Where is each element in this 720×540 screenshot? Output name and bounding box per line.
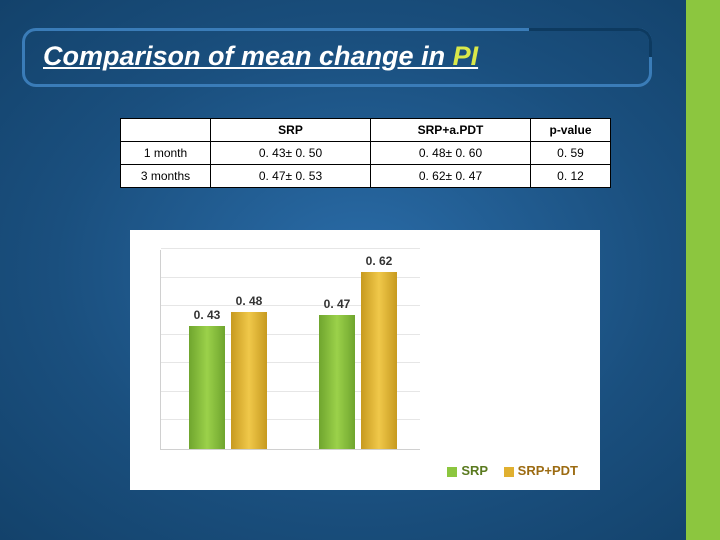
bar-srp: [319, 315, 355, 449]
accent-bar: [686, 0, 720, 540]
title-container: Comparison of mean change in PI: [22, 28, 652, 87]
legend-swatch-srp: [447, 467, 457, 477]
bar-srp: [189, 326, 225, 449]
chart-legend: SRP SRP+PDT: [435, 463, 578, 478]
row-label: 3 months: [121, 165, 211, 188]
cell-pval: 0. 59: [531, 142, 611, 165]
bar-value-label: 0. 48: [224, 294, 274, 308]
cell-srp: 0. 47± 0. 53: [211, 165, 371, 188]
cell-apdt: 0. 48± 0. 60: [371, 142, 531, 165]
gridline: [161, 248, 420, 249]
bar-apdt: [361, 272, 397, 449]
title-highlight: PI: [453, 41, 479, 71]
row-label: 1 month: [121, 142, 211, 165]
plot-area: 0. 430. 48 0. 47 0. 62: [160, 250, 420, 450]
cell-apdt: 0. 62± 0. 47: [371, 165, 531, 188]
table-header-row: SRP SRP+a.PDT p-value: [121, 119, 611, 142]
legend-swatch-apdt: [504, 467, 514, 477]
table-header-blank: [121, 119, 211, 142]
legend-label-srp: SRP: [461, 463, 488, 478]
legend-item-apdt: SRP+PDT: [504, 463, 578, 478]
legend-item-srp: SRP: [447, 463, 488, 478]
bar-chart: 0. 430. 48 0. 47 0. 62 SRP SRP+PDT: [130, 230, 600, 490]
bar-value-label: 0. 43: [182, 308, 232, 322]
bar-value-label: 0. 47: [312, 297, 362, 311]
legend-label-apdt: SRP+PDT: [518, 463, 578, 478]
cell-pval: 0. 12: [531, 165, 611, 188]
title-prefix: Comparison of mean change in: [43, 41, 453, 71]
table-row: 1 month 0. 43± 0. 50 0. 48± 0. 60 0. 59: [121, 142, 611, 165]
table-row: 3 months 0. 47± 0. 53 0. 62± 0. 47 0. 12: [121, 165, 611, 188]
table-header-srp: SRP: [211, 119, 371, 142]
table-header-pval: p-value: [531, 119, 611, 142]
comparison-table: SRP SRP+a.PDT p-value 1 month 0. 43± 0. …: [120, 118, 611, 188]
page-title: Comparison of mean change in PI: [43, 41, 478, 71]
bar-apdt: [231, 312, 267, 449]
bar-value-label: 0. 62: [354, 254, 404, 268]
cell-srp: 0. 43± 0. 50: [211, 142, 371, 165]
table-header-apdt: SRP+a.PDT: [371, 119, 531, 142]
